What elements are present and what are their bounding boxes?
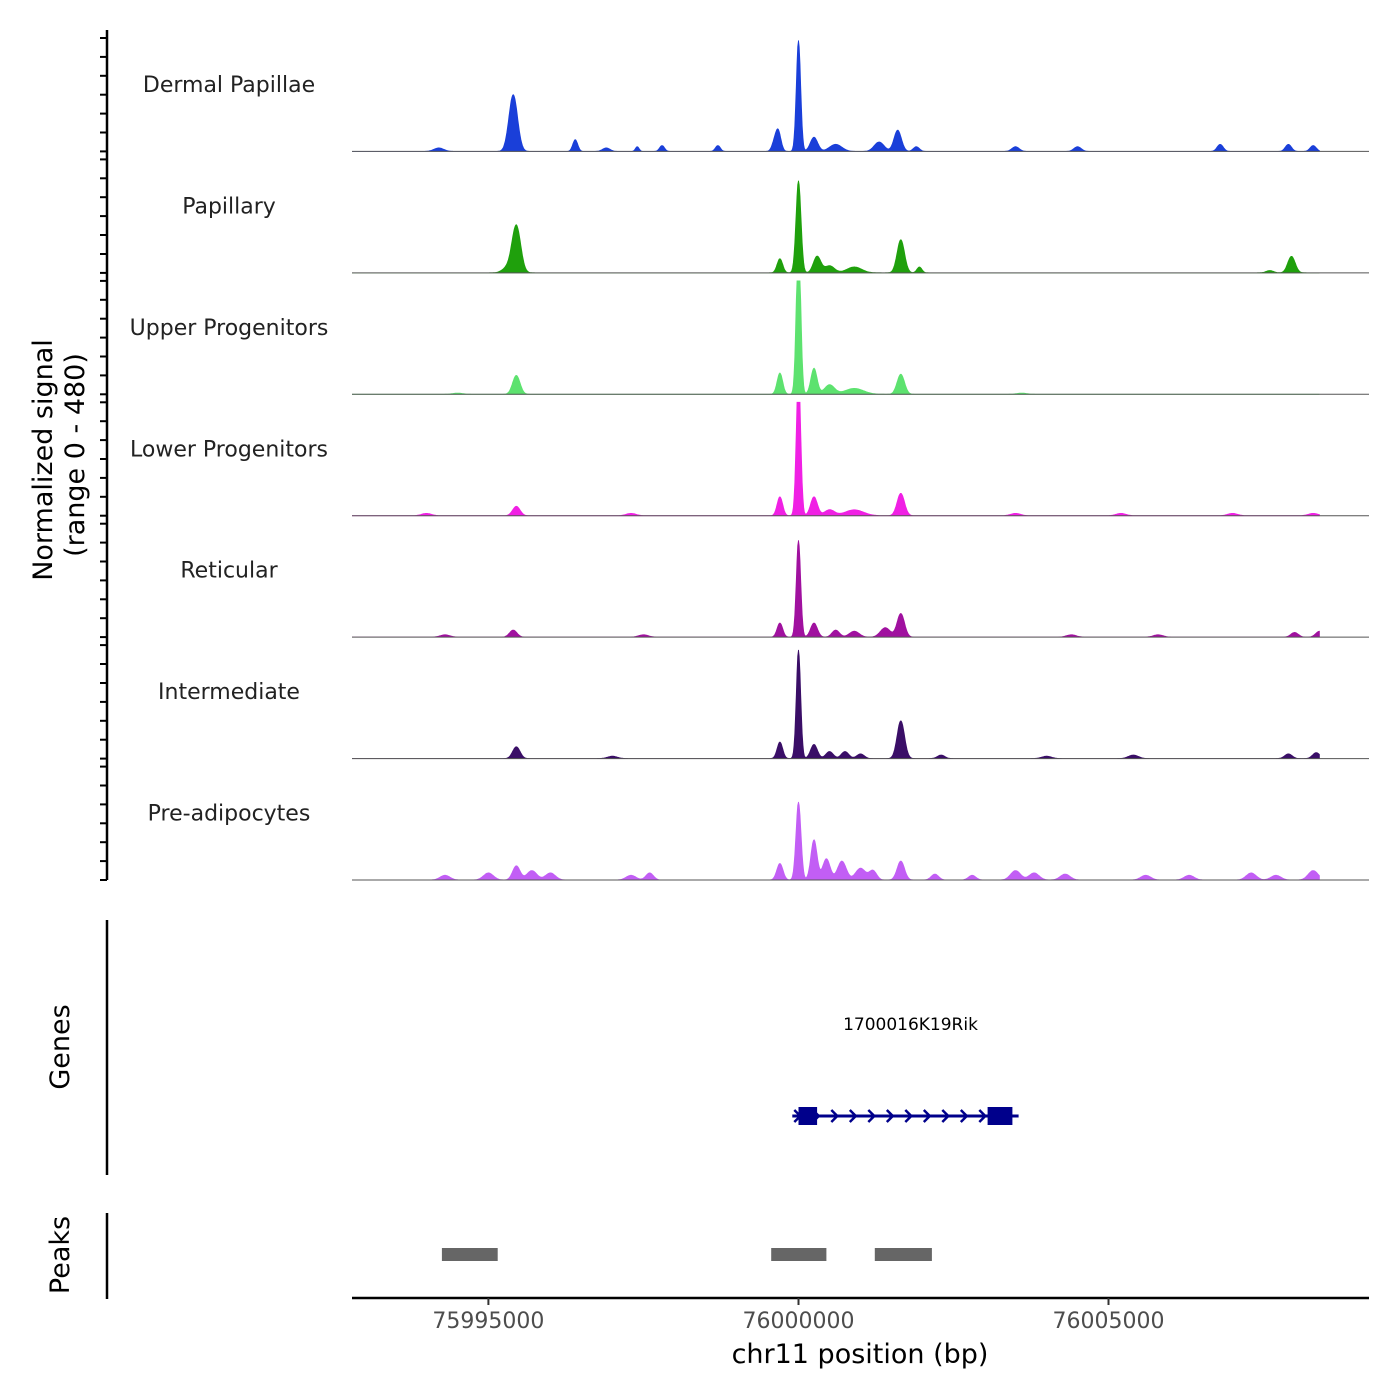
- gene-exon: [798, 1107, 818, 1125]
- strand-arrow: [848, 1109, 858, 1123]
- track-signal-area: [352, 401, 1320, 517]
- track-pre-adipocytes: Pre-adipocytes: [148, 801, 1369, 881]
- track-signal-area: [352, 280, 1320, 395]
- gene-name-label: 1700016K19Rik: [843, 1015, 978, 1035]
- track-signal-area: [352, 180, 1320, 274]
- track-reticular: Reticular: [180, 540, 1369, 638]
- x-tick-label: 75995000: [432, 1309, 544, 1334]
- strand-arrow: [830, 1109, 840, 1123]
- track-intermediate: Intermediate: [158, 649, 1369, 760]
- peaks-panel-title: Peaks: [45, 1216, 76, 1294]
- track-lower-progenitors: Lower Progenitors: [130, 401, 1369, 517]
- track-label: Dermal Papillae: [143, 73, 315, 98]
- x-axis-title: chr11 position (bp): [732, 1339, 989, 1370]
- genes-panel: 1700016K19Rik: [792, 1015, 1019, 1125]
- strand-arrow: [867, 1109, 877, 1123]
- signal-y-axis-subtitle: (range 0 - 480): [60, 353, 91, 557]
- track-signal-area: [352, 40, 1320, 152]
- genes-panel-title: Genes: [45, 1004, 76, 1089]
- strand-arrow: [904, 1109, 914, 1123]
- track-label: Pre-adipocytes: [148, 802, 311, 827]
- x-tick-label: 76005000: [1053, 1309, 1165, 1334]
- track-label: Reticular: [180, 559, 278, 584]
- track-signal-area: [352, 801, 1320, 881]
- peak-region: [441, 1248, 498, 1261]
- strand-arrow: [959, 1109, 969, 1123]
- peaks-panel: [441, 1248, 932, 1261]
- track-label: Papillary: [182, 194, 276, 219]
- strand-arrow: [941, 1109, 951, 1123]
- signal-y-ticks: [100, 37, 107, 881]
- track-label: Lower Progenitors: [130, 437, 328, 462]
- peak-region: [771, 1248, 827, 1261]
- gene-exon: [987, 1107, 1013, 1125]
- x-axis-ticks: 75995000 76000000 76005000: [432, 1298, 1164, 1334]
- signal-tracks: Dermal Papillae Papillary Upper Progenitor…: [130, 40, 1369, 881]
- track-papillary: Papillary: [182, 180, 1369, 274]
- track-signal-area: [352, 649, 1320, 759]
- x-tick-label: 76000000: [743, 1309, 855, 1334]
- track-label: Upper Progenitors: [130, 316, 329, 341]
- strand-arrow: [978, 1109, 988, 1123]
- signal-y-axis-title: Normalized signal: [28, 339, 59, 581]
- track-label: Intermediate: [158, 680, 300, 705]
- track-upper-progenitors: Upper Progenitors: [130, 280, 1369, 395]
- strand-arrow: [885, 1109, 895, 1123]
- strand-arrow: [922, 1109, 932, 1123]
- gene-model: 1700016K19Rik: [792, 1015, 1019, 1125]
- track-signal-area: [352, 540, 1320, 638]
- track-dermal-papillae: Dermal Papillae: [143, 40, 1369, 152]
- peak-region: [874, 1248, 932, 1261]
